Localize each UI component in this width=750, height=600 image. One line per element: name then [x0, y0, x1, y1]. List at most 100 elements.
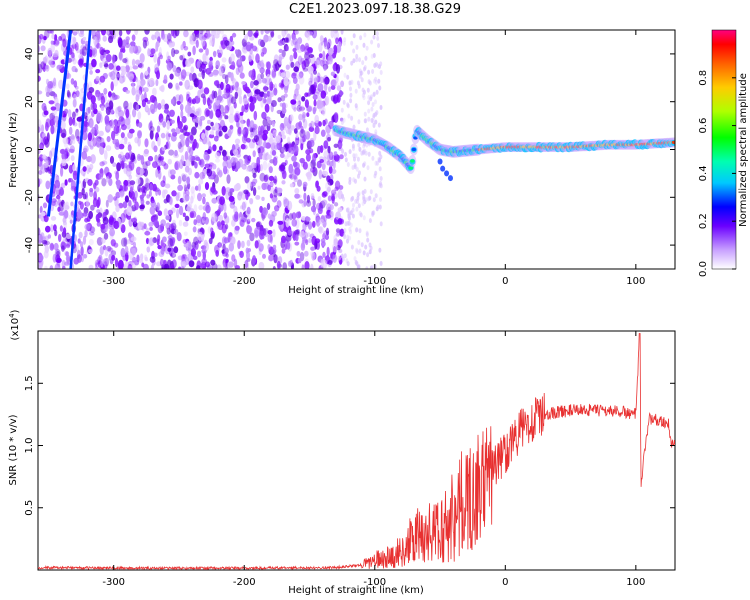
heat-cell [306, 92, 311, 97]
heat-cell [75, 128, 80, 139]
heat-cell [65, 201, 69, 207]
heat-cell [130, 41, 136, 47]
heat-cell [173, 228, 179, 235]
heat-cell [118, 75, 125, 84]
heat-cell [42, 56, 48, 64]
colorbar-label: Normalized spectral amplitude [738, 73, 749, 227]
heat-cell [352, 124, 356, 130]
heat-cell [143, 150, 149, 157]
heat-cell [84, 218, 89, 223]
heat-cell [263, 174, 268, 183]
heat-cell [234, 81, 239, 92]
heat-cell [140, 196, 144, 202]
heat-cell [249, 36, 255, 41]
heat-cell [84, 223, 90, 231]
heat-cell [78, 53, 83, 60]
ridge-core [671, 140, 675, 144]
heat-cell [352, 58, 356, 64]
heat-cell [300, 143, 304, 151]
heat-cell [145, 237, 150, 245]
heat-cell [291, 219, 298, 227]
heat-cell [226, 96, 231, 106]
heat-cell [66, 89, 70, 98]
heat-cell [182, 239, 188, 244]
heat-cell [319, 76, 324, 84]
heat-cell [228, 113, 235, 124]
heat-cell [66, 242, 71, 247]
heat-cell [132, 108, 137, 118]
heat-cell [146, 194, 150, 199]
heat-cell [363, 176, 367, 182]
heat-cell [362, 250, 366, 256]
heat-cell [88, 87, 95, 93]
heat-cell [144, 182, 150, 191]
heat-cell [82, 235, 87, 245]
heat-cell [185, 137, 190, 148]
heat-cell [255, 53, 260, 64]
colorbar-ticks: 0.0 0.2 0.4 0.6 0.8 [698, 70, 736, 277]
heat-cell [365, 230, 369, 236]
heat-cell [301, 264, 305, 269]
heat-cell [206, 168, 213, 177]
heat-cell [168, 196, 173, 205]
heat-cell [267, 213, 272, 219]
heat-cell [185, 159, 191, 168]
heat-cell [273, 188, 278, 198]
heat-cell [342, 99, 346, 105]
heat-cell [332, 159, 336, 170]
heat-cell [197, 107, 202, 117]
heat-cell [167, 235, 173, 240]
heat-cell [160, 264, 165, 269]
heat-cell [164, 103, 169, 111]
heat-cell [281, 248, 286, 254]
heat-cell [104, 150, 108, 160]
heat-cell [320, 129, 326, 137]
heat-cell [215, 108, 222, 118]
heat-cell [325, 214, 332, 219]
heat-cell [208, 64, 214, 72]
heat-cell [379, 183, 383, 189]
heat-cell [269, 182, 274, 187]
heat-cell [350, 115, 354, 121]
heat-cell [273, 135, 279, 145]
heat-cell [64, 250, 68, 256]
heat-cell [217, 99, 221, 105]
heat-cell [210, 186, 216, 193]
heat-cell [278, 56, 282, 62]
heat-cell [212, 70, 219, 77]
heat-cell [162, 175, 166, 184]
heat-cell [261, 196, 265, 201]
heat-cell [257, 125, 262, 136]
heat-cell [193, 219, 197, 226]
heat-cell [39, 142, 44, 151]
heat-cell [109, 228, 115, 237]
heat-cell [66, 152, 70, 157]
heat-cell [122, 39, 127, 47]
heat-cell [266, 202, 271, 211]
heat-cell [357, 142, 361, 148]
heat-cell [295, 218, 300, 229]
heat-cell [129, 76, 134, 82]
heat-cell [271, 194, 278, 203]
heat-cell [346, 102, 350, 108]
heat-cell [97, 30, 102, 33]
heat-cell [82, 193, 87, 200]
heat-cell [167, 32, 172, 42]
heat-cell [301, 201, 306, 208]
heat-cell [237, 240, 241, 250]
heat-cell [348, 180, 352, 185]
heat-cell [271, 247, 277, 254]
heat-cell [335, 82, 340, 87]
heat-cell [361, 60, 365, 66]
heat-cell [348, 80, 352, 86]
heat-cell [56, 250, 60, 256]
heat-cell [120, 48, 124, 53]
heat-cell [221, 57, 227, 63]
heat-cell [47, 234, 51, 239]
heat-cell [96, 221, 101, 227]
heat-cell [188, 241, 192, 250]
heat-cell [297, 179, 302, 187]
heat-cell [89, 163, 94, 170]
heat-cell [281, 134, 286, 140]
heat-cell [221, 125, 228, 133]
